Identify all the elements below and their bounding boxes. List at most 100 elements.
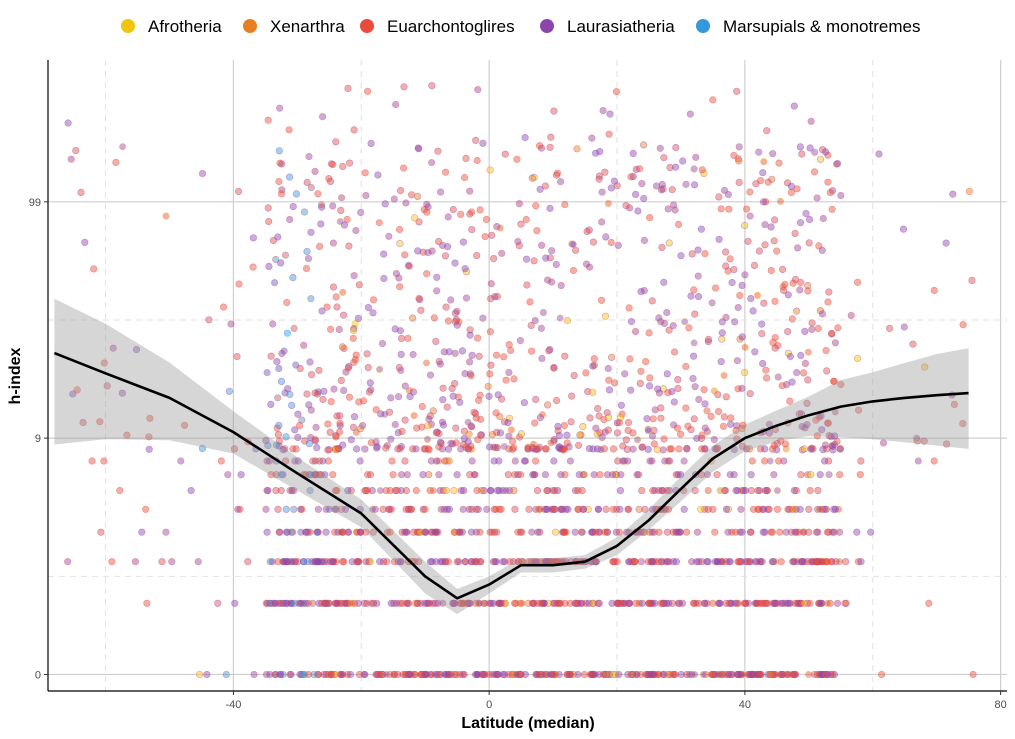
data-point [289,445,297,453]
data-point [484,382,492,391]
x-axis-title: Latitude (median) [461,715,594,732]
data-point [374,171,382,179]
data-point [648,297,656,305]
data-point [505,368,513,377]
data-point [690,339,698,347]
data-point [398,599,407,607]
data-point [397,487,405,495]
data-point [198,170,207,178]
data-point [875,150,883,158]
data-point [390,670,398,679]
data-point [428,82,436,90]
data-point [688,558,696,566]
data-point [488,431,497,439]
data-point [609,670,617,679]
data-point [443,457,451,465]
data-point [701,599,709,607]
data-point [805,505,813,513]
data-point [493,292,502,301]
data-point [327,670,335,679]
data-point [596,471,604,479]
data-point [533,487,542,495]
x-tick-label: 40 [739,699,751,711]
data-point [327,398,335,406]
data-point [607,353,616,361]
data-point [439,396,447,404]
data-point [404,261,413,270]
data-point [262,505,270,513]
data-point [942,239,950,247]
data-point [778,599,787,607]
data-point [604,426,612,434]
data-point [703,471,711,479]
data-point [784,291,792,299]
data-point [557,282,565,290]
data-point [227,320,235,328]
data-point [692,153,700,161]
data-point [462,443,470,451]
data-point [597,445,605,454]
data-point [589,362,597,370]
data-point [548,247,556,255]
data-point [782,381,791,389]
data-point [686,110,694,118]
data-point [803,399,811,407]
data-point [585,445,594,453]
data-point [536,505,544,513]
data-point [309,599,317,607]
data-point [773,247,781,255]
data-point [781,440,790,448]
data-point [534,528,542,536]
data-point [551,487,559,495]
data-point [416,296,424,304]
data-point [288,487,296,495]
data-point [379,505,387,513]
data-point [304,670,313,679]
data-point [462,154,470,162]
data-point [413,424,421,432]
data-point [590,471,598,479]
data-point [470,408,478,416]
data-point [145,433,153,441]
data-point [112,158,120,166]
data-point [568,392,576,400]
data-point [580,471,588,479]
data-point [567,418,575,426]
data-point [804,287,812,295]
data-point [497,599,505,607]
legend-label: Marsupials & monotremes [723,17,920,36]
data-point [711,284,720,292]
data-point [543,276,552,284]
data-point [486,370,494,378]
data-point [395,364,403,372]
data-point [831,339,840,347]
data-point [796,286,804,294]
data-point [77,188,85,196]
data-point [418,423,426,431]
data-point [566,599,574,607]
data-point [452,424,460,432]
data-point [145,445,153,453]
data-point [354,314,362,323]
data-point [319,395,327,404]
data-point [679,157,687,165]
data-point [494,670,502,679]
data-point [441,168,450,176]
data-point [853,528,861,536]
data-point [811,148,819,156]
data-point [325,505,333,513]
data-point [828,329,836,338]
data-point [771,558,779,566]
data-point [316,242,324,250]
data-point [288,558,296,566]
data-point [655,389,664,397]
data-point [438,445,447,453]
data-point [722,505,731,513]
data-point [402,599,411,607]
data-point [146,414,154,422]
data-point [755,247,764,255]
data-point [404,334,412,342]
data-point [522,255,531,263]
data-point [700,169,708,177]
data-point [661,457,669,465]
